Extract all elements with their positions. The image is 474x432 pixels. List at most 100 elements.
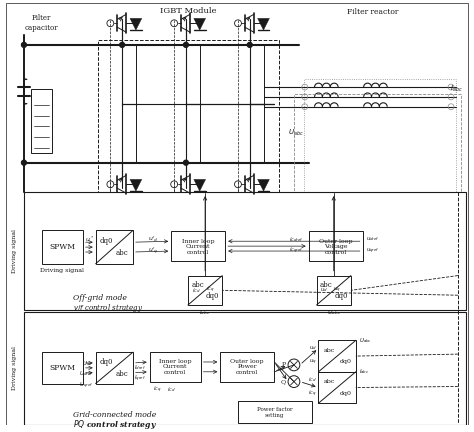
Text: dq0: dq0 [339, 391, 351, 396]
Text: $u^*$: $u^*$ [84, 235, 94, 244]
Text: dq0: dq0 [335, 292, 348, 300]
Text: $I_{abc}$: $I_{abc}$ [449, 84, 462, 94]
Text: $u_q$: $u_q$ [309, 358, 317, 367]
Text: dq0: dq0 [100, 358, 113, 366]
Circle shape [119, 42, 125, 48]
Text: $u'_d$: $u'_d$ [148, 234, 158, 244]
Text: P: P [282, 362, 286, 368]
Polygon shape [257, 19, 269, 30]
Text: $I_{abc}$: $I_{abc}$ [359, 367, 369, 376]
Text: Current: Current [186, 244, 210, 249]
Bar [42, 352, 83, 384]
Bar [96, 230, 133, 264]
Text: Off-grid mode: Off-grid mode [73, 294, 127, 302]
Text: $U_{abc}$: $U_{abc}$ [359, 336, 372, 345]
Text: $u_q$: $u_q$ [333, 286, 341, 295]
Text: Outer loop: Outer loop [319, 239, 353, 244]
Bar [98, 40, 279, 192]
Text: control: control [325, 250, 347, 254]
Bar [150, 352, 201, 381]
Text: Grid-connected mode: Grid-connected mode [73, 411, 156, 419]
Text: setting: setting [265, 413, 284, 419]
Circle shape [183, 160, 188, 165]
Bar [319, 340, 356, 372]
Text: control: control [187, 250, 210, 254]
Bar [238, 401, 311, 423]
Text: IGBT Module: IGBT Module [160, 6, 216, 15]
Text: $u_{qref}$: $u_{qref}$ [365, 246, 379, 256]
Text: $U_{dref}$: $U_{dref}$ [79, 369, 94, 378]
Text: dq0: dq0 [339, 359, 351, 364]
Text: $I_{abc}$: $I_{abc}$ [199, 308, 211, 318]
Text: dq0: dq0 [206, 292, 219, 300]
Text: abc: abc [116, 249, 129, 257]
Bar [294, 94, 461, 192]
Text: $i_{Cq}$: $i_{Cq}$ [206, 285, 214, 295]
Text: $u_d$: $u_d$ [320, 286, 328, 294]
Text: Outer loop: Outer loop [230, 359, 264, 365]
Text: abc: abc [116, 369, 129, 378]
Bar [24, 192, 466, 310]
Text: $u'_q$: $u'_q$ [148, 245, 158, 257]
Text: $PQ$ control strategy: $PQ$ control strategy [73, 418, 157, 431]
Text: $I_{dref}$: $I_{dref}$ [134, 363, 146, 372]
Text: Power factor: Power factor [257, 407, 292, 412]
Text: $U_{ref}$: $U_{ref}$ [82, 359, 94, 368]
Bar [24, 312, 466, 425]
Text: $u_{dref}$: $u_{dref}$ [365, 235, 379, 243]
Circle shape [183, 42, 188, 48]
Polygon shape [257, 179, 269, 191]
Text: Driving signal: Driving signal [12, 346, 17, 390]
Text: abc: abc [191, 281, 204, 289]
Text: $U_{abc}$: $U_{abc}$ [327, 308, 341, 318]
Bar [304, 79, 456, 192]
Text: SPWM: SPWM [49, 243, 75, 251]
Text: Inner loop: Inner loop [159, 359, 191, 365]
Text: $I_{qref}$: $I_{qref}$ [134, 374, 146, 384]
Text: Filter: Filter [32, 14, 51, 22]
Text: Driving signal: Driving signal [12, 229, 17, 273]
Text: control: control [164, 370, 186, 375]
Text: capacitor: capacitor [25, 24, 58, 32]
Text: Driving signal: Driving signal [40, 268, 84, 273]
Text: $u_d$: $u_d$ [309, 344, 317, 352]
Text: dq0: dq0 [100, 237, 113, 245]
Bar [171, 232, 225, 261]
Text: Power: Power [237, 364, 257, 369]
Text: $i_{Cd}$: $i_{Cd}$ [167, 385, 175, 394]
Bar [31, 89, 53, 153]
Text: Q: Q [281, 379, 286, 384]
Text: $i_{Cd}$: $i_{Cd}$ [308, 375, 317, 384]
Bar [220, 352, 274, 381]
Circle shape [21, 160, 27, 165]
Text: control: control [236, 370, 258, 375]
Polygon shape [194, 19, 206, 30]
Text: $i_{Cd}$: $i_{Cd}$ [192, 286, 201, 295]
Text: $i_{Cq}$: $i_{Cq}$ [153, 384, 162, 394]
Text: abc: abc [320, 281, 333, 289]
Text: Filter reactor: Filter reactor [347, 9, 398, 16]
Bar [42, 230, 83, 264]
Text: Inner loop: Inner loop [182, 239, 215, 244]
Bar [319, 372, 356, 403]
Polygon shape [194, 179, 206, 191]
Circle shape [247, 42, 252, 48]
Text: $i_{Cqref}$: $i_{Cqref}$ [289, 246, 304, 256]
Text: Current: Current [163, 364, 187, 369]
Text: Voltage: Voltage [324, 244, 347, 249]
Text: $i_{Cdref}$: $i_{Cdref}$ [289, 235, 304, 244]
Polygon shape [130, 179, 142, 191]
Circle shape [21, 42, 27, 48]
Text: $v/f$ control strategy: $v/f$ control strategy [73, 302, 143, 314]
Text: SPWM: SPWM [49, 364, 75, 372]
Polygon shape [130, 19, 142, 30]
Bar [96, 352, 133, 384]
Text: $U_{qref}$: $U_{qref}$ [79, 381, 94, 391]
Bar [188, 276, 222, 305]
Text: abc: abc [323, 379, 335, 384]
Text: $U_{abc}$: $U_{abc}$ [288, 128, 304, 138]
Bar [309, 232, 363, 261]
Text: $i_{Cq}$: $i_{Cq}$ [308, 389, 317, 399]
Bar [317, 276, 351, 305]
Text: abc: abc [323, 348, 335, 353]
